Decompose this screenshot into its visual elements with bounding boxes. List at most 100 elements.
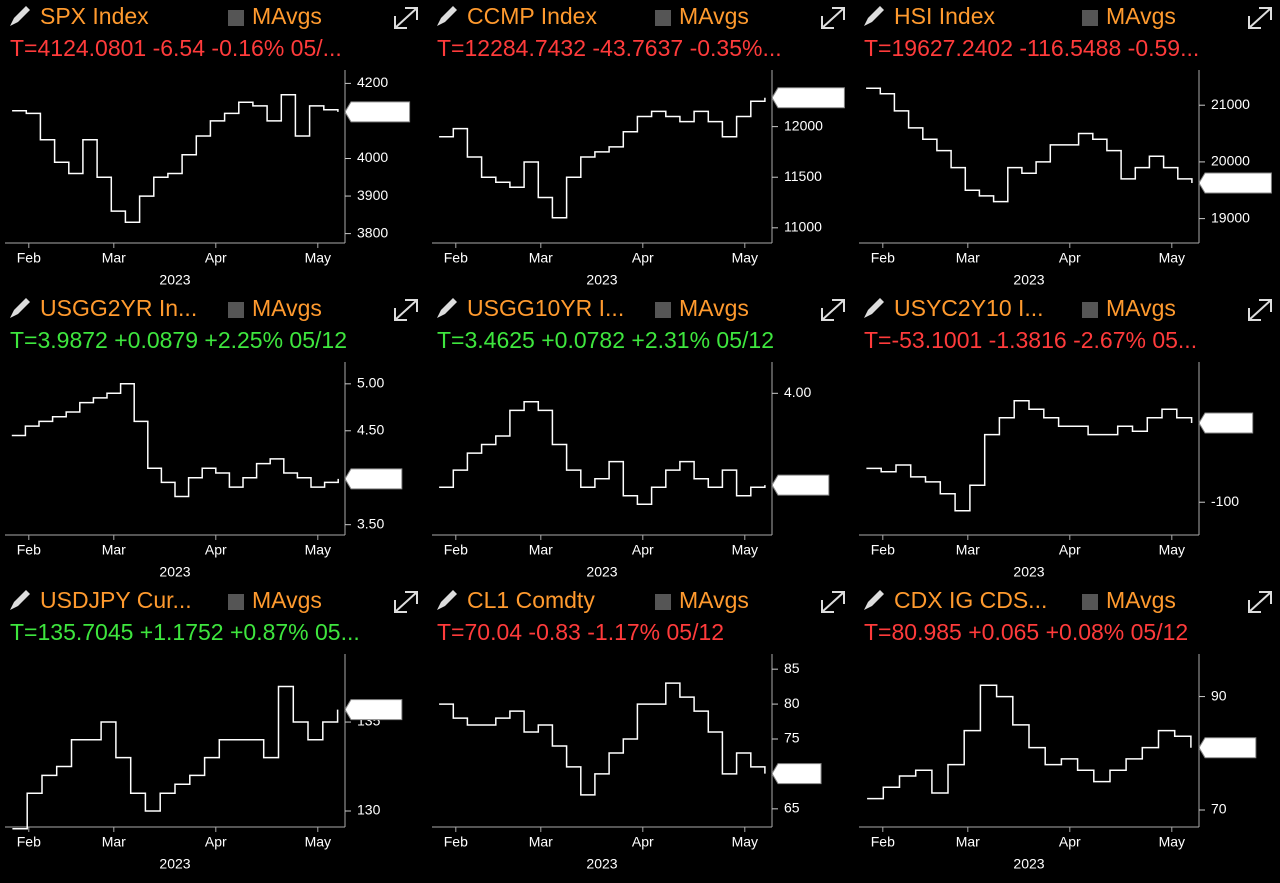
x-year-label: 2023 xyxy=(1013,856,1044,872)
mavgs-label: MAvgs xyxy=(679,587,749,613)
y-tick-label: 3800 xyxy=(357,224,388,240)
mavgs-label: MAvgs xyxy=(1106,3,1176,29)
x-tick-label: Mar xyxy=(529,834,553,850)
x-tick-label: Apr xyxy=(205,542,227,558)
expand-icon[interactable] xyxy=(821,7,845,29)
y-tick-label: 21000 xyxy=(1211,96,1250,112)
price-line xyxy=(11,383,339,498)
mavgs-label: MAvgs xyxy=(252,587,322,613)
chart-title: CCMP Index xyxy=(467,3,597,29)
x-tick-label: May xyxy=(732,542,758,558)
mavgs-checkbox[interactable] xyxy=(655,10,671,26)
mavgs-label: MAvgs xyxy=(1106,295,1176,321)
price-line xyxy=(867,684,1192,800)
mavgs-checkbox[interactable] xyxy=(655,302,671,318)
panel: HSI Index MAvgs T=19627.2402 -116.5488 -0.… xyxy=(859,3,1272,288)
expand-icon[interactable] xyxy=(394,7,418,29)
y-tick-label: 4200 xyxy=(357,74,388,90)
panel: USDJPY Cur... MAvgs T=135.7045 +1.1752 +0.… xyxy=(5,587,418,872)
mavgs-checkbox[interactable] xyxy=(228,10,244,26)
edit-icon[interactable] xyxy=(864,298,884,318)
quote: T=-53.1001 -1.3816 -2.67% 05... xyxy=(864,327,1197,353)
mavgs-checkbox[interactable] xyxy=(1082,302,1098,318)
y-tick-label: 5.00 xyxy=(357,375,384,391)
edit-icon[interactable] xyxy=(864,6,884,26)
last-price-label: 135.70 xyxy=(355,700,398,716)
x-year-label: 2023 xyxy=(159,856,190,872)
y-tick-label: 11000 xyxy=(784,219,822,235)
price-line xyxy=(439,97,766,219)
expand-icon[interactable] xyxy=(821,299,845,321)
x-tick-label: Mar xyxy=(102,542,126,558)
last-price-label: 80.985 xyxy=(1209,738,1252,754)
x-tick-label: May xyxy=(1159,542,1185,558)
x-tick-label: Mar xyxy=(956,250,980,266)
last-price-tag xyxy=(1198,737,1257,759)
y-tick-label: 4.00 xyxy=(784,384,811,400)
x-tick-label: Feb xyxy=(444,250,468,266)
mavgs-checkbox[interactable] xyxy=(1082,594,1098,610)
quote: T=135.7045 +1.1752 +0.87% 05... xyxy=(10,619,360,645)
edit-icon[interactable] xyxy=(10,6,30,26)
chart-title: USGG2YR In... xyxy=(40,295,197,321)
x-year-label: 2023 xyxy=(159,272,190,288)
x-year-label: 2023 xyxy=(586,564,617,580)
price-line xyxy=(439,401,766,506)
y-tick-label: 4.50 xyxy=(357,421,384,437)
price-line xyxy=(439,682,766,796)
panel: USGG2YR In... MAvgs T=3.9872 +0.0879 +2.25… xyxy=(5,295,418,580)
y-tick-label: 20000 xyxy=(1211,153,1250,169)
mavgs-checkbox[interactable] xyxy=(228,594,244,610)
edit-icon[interactable] xyxy=(437,590,457,610)
x-tick-label: Apr xyxy=(1059,250,1081,266)
x-year-label: 2023 xyxy=(1013,564,1044,580)
edit-icon[interactable] xyxy=(437,298,457,318)
quote: T=12284.7432 -43.7637 -0.35%... xyxy=(437,35,782,61)
y-tick-label: -100 xyxy=(1211,493,1239,509)
y-tick-label: 85 xyxy=(784,660,800,676)
chart-title: SPX Index xyxy=(40,3,149,29)
edit-icon[interactable] xyxy=(437,6,457,26)
mavgs-label: MAvgs xyxy=(1106,587,1176,613)
y-tick-label: 65 xyxy=(784,800,800,816)
expand-icon[interactable] xyxy=(1248,299,1272,321)
last-price-tag xyxy=(771,474,830,496)
last-price-label: 70.04 xyxy=(782,764,817,780)
quote: T=80.985 +0.065 +0.08% 05/12 xyxy=(864,619,1188,645)
edit-icon[interactable] xyxy=(10,590,30,610)
y-tick-label: 19000 xyxy=(1211,209,1250,225)
expand-icon[interactable] xyxy=(394,591,418,613)
expand-icon[interactable] xyxy=(1248,7,1272,29)
panel: USGG10YR I... MAvgs T=3.4625 +0.0782 +2.31… xyxy=(432,295,845,580)
expand-icon[interactable] xyxy=(821,591,845,613)
y-tick-label: 3900 xyxy=(357,187,388,203)
x-tick-label: Mar xyxy=(102,834,126,850)
x-tick-label: Feb xyxy=(17,250,41,266)
x-tick-label: Mar xyxy=(102,250,126,266)
price-line xyxy=(866,87,1193,203)
quote: T=19627.2402 -116.5488 -0.59... xyxy=(864,35,1199,61)
edit-icon[interactable] xyxy=(10,298,30,318)
mavgs-label: MAvgs xyxy=(679,3,749,29)
quote: T=70.04 -0.83 -1.17% 05/12 xyxy=(437,619,724,645)
price-line xyxy=(866,400,1193,512)
expand-icon[interactable] xyxy=(1248,591,1272,613)
last-price-tag xyxy=(344,101,411,123)
chart-title: CL1 Comdty xyxy=(467,587,595,613)
last-price-label: 3.4625 xyxy=(782,476,825,492)
chart-title: CDX IG CDS... xyxy=(894,587,1047,613)
edit-icon[interactable] xyxy=(864,590,884,610)
mavgs-checkbox[interactable] xyxy=(228,302,244,318)
x-tick-label: Feb xyxy=(871,250,895,266)
x-tick-label: Apr xyxy=(632,542,654,558)
price-line xyxy=(12,685,339,830)
chart-title: USDJPY Cur... xyxy=(40,587,192,613)
x-tick-label: Apr xyxy=(632,250,654,266)
last-price-label: -53.10 xyxy=(1209,414,1249,430)
mavgs-checkbox[interactable] xyxy=(655,594,671,610)
x-tick-label: Feb xyxy=(871,834,895,850)
mavgs-checkbox[interactable] xyxy=(1082,10,1098,26)
expand-icon[interactable] xyxy=(394,299,418,321)
